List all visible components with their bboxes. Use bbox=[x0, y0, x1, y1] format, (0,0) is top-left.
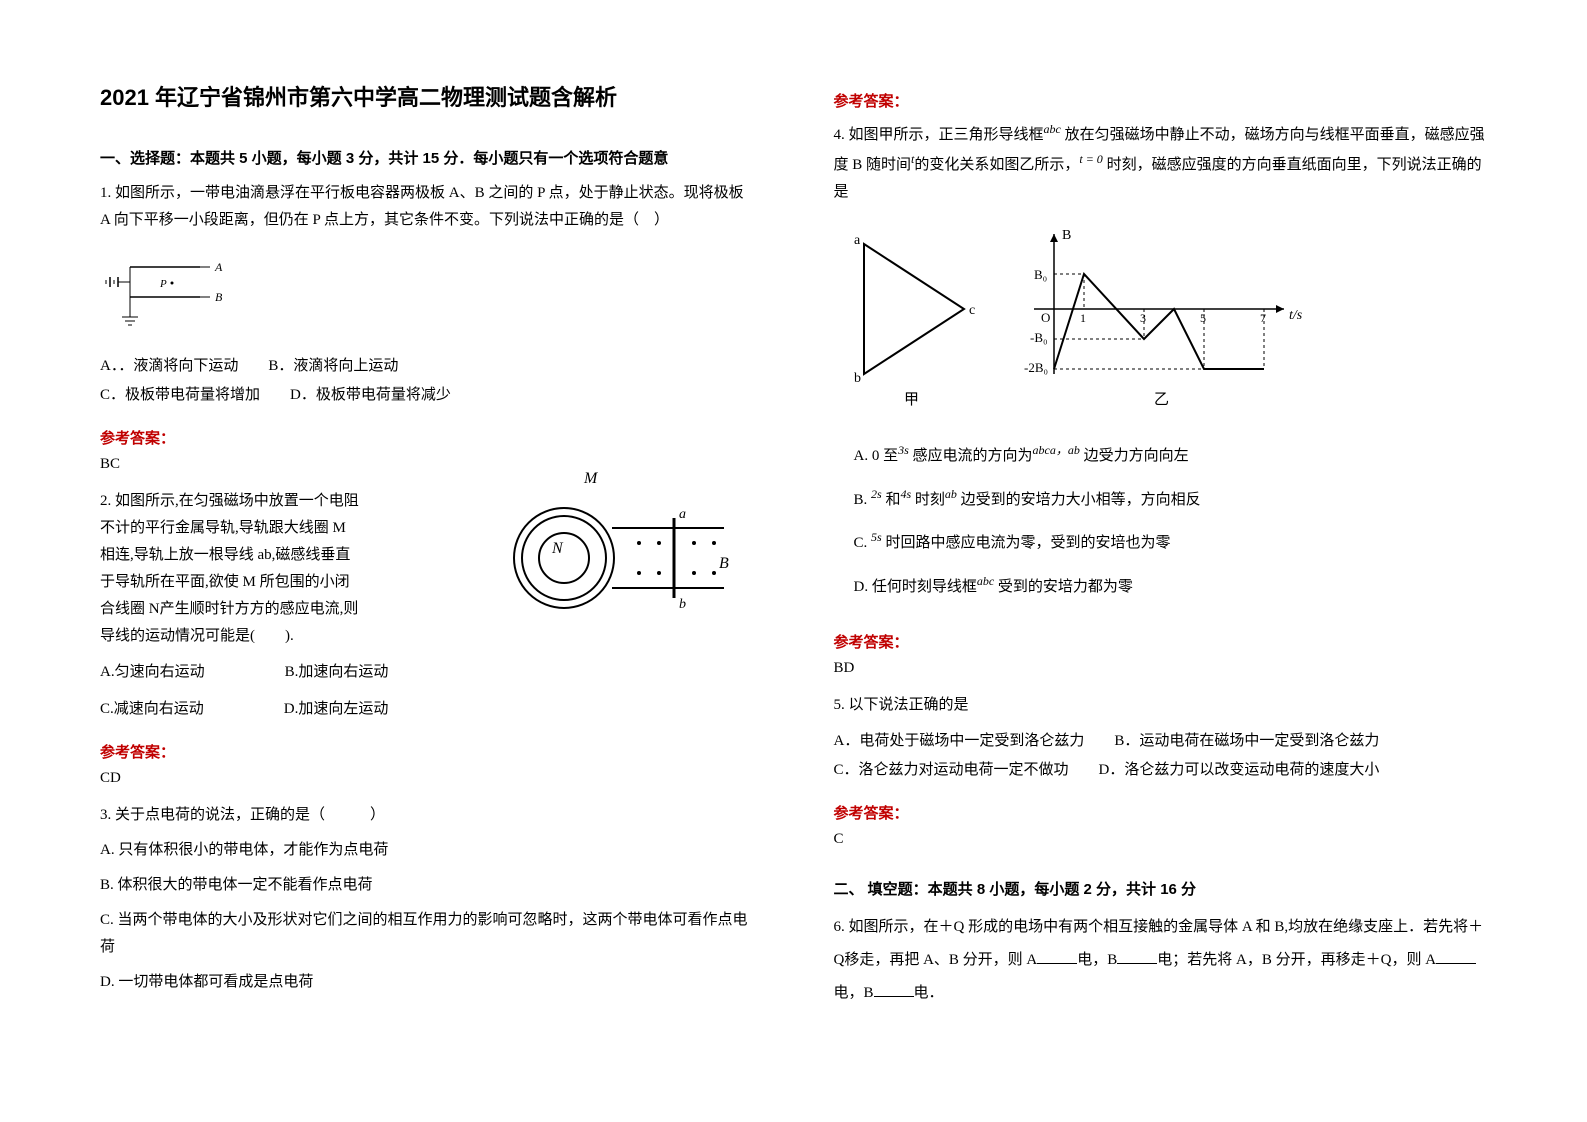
svg-text:b: b bbox=[679, 597, 686, 612]
svg-text:B: B bbox=[1062, 228, 1071, 243]
q2-options: A.匀速向右运动 B.加速向右运动 C.减速向右运动 D.加速向左运动 bbox=[100, 658, 754, 723]
q4-p3: 的变化关系如图乙所示， bbox=[914, 157, 1079, 173]
svg-text:1: 1 bbox=[1080, 311, 1086, 325]
q3-optC: C. 当两个带电体的大小及形状对它们之间的相互作用力的影响可忽略时，这两个带电体… bbox=[100, 907, 754, 961]
svg-text:5: 5 bbox=[1200, 311, 1206, 325]
q2-answer-label: 参考答案： bbox=[100, 741, 754, 762]
q6-text: 6. 如图所示，在＋Q 形成的电场中有两个相互接触的金属导体 A 和 B,均放在… bbox=[834, 911, 1488, 1010]
q3-answer-label: 参考答案： bbox=[834, 90, 1488, 111]
q4-optC: C. 5s 时回路中感应电流为零，受到的安培也为零 bbox=[854, 526, 1488, 558]
page-title: 2021 年辽宁省锦州市第六中学高二物理测试题含解析 bbox=[100, 80, 754, 112]
blank-3 bbox=[1436, 948, 1476, 964]
svg-text:B₀: B₀ bbox=[1034, 267, 1047, 282]
q6-p4: 电，B bbox=[834, 985, 874, 1001]
q2-optA: A.匀速向右运动 bbox=[100, 658, 205, 687]
svg-text:-2B₀: -2B₀ bbox=[1024, 360, 1048, 375]
section2-header: 二、 填空题：本题共 8 小题，每小题 2 分，共计 16 分 bbox=[834, 878, 1488, 899]
svg-text:7: 7 bbox=[1260, 311, 1266, 325]
q6-p2: 电，B bbox=[1077, 952, 1117, 968]
q2-figure: M N a b B bbox=[494, 468, 754, 648]
q4-p1: 4. 如图甲所示，正三角形导线框 bbox=[834, 127, 1044, 143]
svg-text:t/s: t/s bbox=[1289, 308, 1303, 323]
q1-options: A．．液滴将向下运动 B．液滴将向上运动 C．极板带电荷量将增加 D．极板带电荷… bbox=[100, 352, 754, 409]
svg-text:b: b bbox=[854, 371, 861, 386]
svg-text:P: P bbox=[159, 278, 167, 290]
q3-text: 3. 关于点电荷的说法，正确的是（ ） bbox=[100, 802, 754, 829]
blank-4 bbox=[874, 981, 914, 997]
q4-optD: D. 任何时刻导线框abc 受到的安培力都为零 bbox=[854, 570, 1488, 602]
svg-text:a: a bbox=[679, 507, 686, 522]
q4-t0: t = 0 bbox=[1079, 152, 1102, 166]
svg-text:B: B bbox=[215, 290, 223, 304]
q1-text: 1. 如图所示，一带电油滴悬浮在平行板电容器两极板 A、B 之间的 P 点，处于… bbox=[100, 180, 754, 234]
q4-figure: a b c 甲 B t/s B₀ -B₀ -2B₀ O 1 3 5 7 bbox=[834, 224, 1488, 419]
q2-answer: CD bbox=[100, 770, 754, 787]
svg-text:M: M bbox=[583, 470, 599, 487]
q3-optD: D. 一切带电体都可看成是点电荷 bbox=[100, 969, 754, 996]
q2-optD: D.加速向左运动 bbox=[284, 695, 389, 724]
svg-text:3: 3 bbox=[1140, 311, 1146, 325]
q3-optA: A. 只有体积很小的带电体，才能作为点电荷 bbox=[100, 837, 754, 864]
q1-optB: B．液滴将向上运动 bbox=[268, 352, 398, 381]
svg-text:c: c bbox=[969, 303, 975, 318]
q5-optA: A．电荷处于磁场中一定受到洛仑兹力 bbox=[834, 727, 1085, 756]
q1-optA: A．．液滴将向下运动 bbox=[100, 352, 238, 381]
blank-1 bbox=[1037, 948, 1077, 964]
q2-optC: C.减速向右运动 bbox=[100, 695, 204, 724]
q1-optD: D．极板带电荷量将减少 bbox=[290, 381, 451, 410]
q4-text: 4. 如图甲所示，正三角形导线框abc 放在匀强磁场中静止不动，磁场方向与线框平… bbox=[834, 119, 1488, 206]
svg-text:O: O bbox=[1041, 310, 1050, 325]
svg-text:乙: 乙 bbox=[1154, 392, 1169, 408]
q4-answer: BD bbox=[834, 660, 1488, 677]
q6-p5: 电． bbox=[914, 985, 944, 1001]
q5-answer-label: 参考答案： bbox=[834, 802, 1488, 823]
q1-figure: A B P bbox=[100, 252, 754, 342]
q5-answer: C bbox=[834, 831, 1488, 848]
q5-options: A．电荷处于磁场中一定受到洛仑兹力 B．运动电荷在磁场中一定受到洛仑兹力 C．洛… bbox=[834, 727, 1488, 784]
triangle-graph-diagram-icon: a b c 甲 B t/s B₀ -B₀ -2B₀ O 1 3 5 7 bbox=[834, 224, 1314, 414]
q4-options: A. 0 至3s 感应电流的方向为abca，ab 边受力方向向左 B. 2s 和… bbox=[834, 439, 1488, 613]
svg-text:A: A bbox=[214, 260, 223, 274]
q1-optC: C．极板带电荷量将增加 bbox=[100, 381, 260, 410]
q4-abc: abc bbox=[1044, 122, 1061, 136]
q4-optB: B. 2s 和4s 时刻ab 边受到的安培力大小相等，方向相反 bbox=[854, 483, 1488, 515]
svg-text:a: a bbox=[854, 233, 861, 248]
q4-answer-label: 参考答案： bbox=[834, 631, 1488, 652]
left-column: 2021 年辽宁省锦州市第六中学高二物理测试题含解析 一、选择题：本题共 5 小… bbox=[100, 80, 754, 1042]
q4-optA: A. 0 至3s 感应电流的方向为abca，ab 边受力方向向左 bbox=[854, 439, 1488, 471]
q2-optB: B.加速向右运动 bbox=[285, 658, 389, 687]
coil-rail-diagram-icon: M N a b B bbox=[494, 468, 754, 643]
q2-text: 2. 如图所示,在匀强磁场中放置一个电阻不计的平行金属导轨,导轨跟大线圈 M 相… bbox=[100, 488, 360, 650]
svg-text:甲: 甲 bbox=[904, 392, 919, 408]
svg-text:B: B bbox=[719, 555, 729, 572]
right-column: 参考答案： 4. 如图甲所示，正三角形导线框abc 放在匀强磁场中静止不动，磁场… bbox=[834, 80, 1488, 1042]
q5-optB: B．运动电荷在磁场中一定受到洛仑兹力 bbox=[1114, 727, 1379, 756]
q3-optB: B. 体积很大的带电体一定不能看作点电荷 bbox=[100, 872, 754, 899]
q5-optD: D．洛仑兹力可以改变运动电荷的速度大小 bbox=[1099, 756, 1380, 785]
q5-text: 5. 以下说法正确的是 bbox=[834, 692, 1488, 719]
capacitor-diagram-icon: A B P bbox=[100, 252, 230, 337]
blank-2 bbox=[1117, 948, 1157, 964]
q1-answer-label: 参考答案： bbox=[100, 427, 754, 448]
q5-optC: C．洛仑兹力对运动电荷一定不做功 bbox=[834, 756, 1069, 785]
section1-header: 一、选择题：本题共 5 小题，每小题 3 分，共计 15 分．每小题只有一个选项… bbox=[100, 147, 754, 168]
q6-p3: 电；若先将 A，B 分开，再移走＋Q，则 A bbox=[1157, 952, 1436, 968]
svg-text:-B₀: -B₀ bbox=[1030, 330, 1048, 345]
svg-text:N: N bbox=[551, 540, 564, 557]
